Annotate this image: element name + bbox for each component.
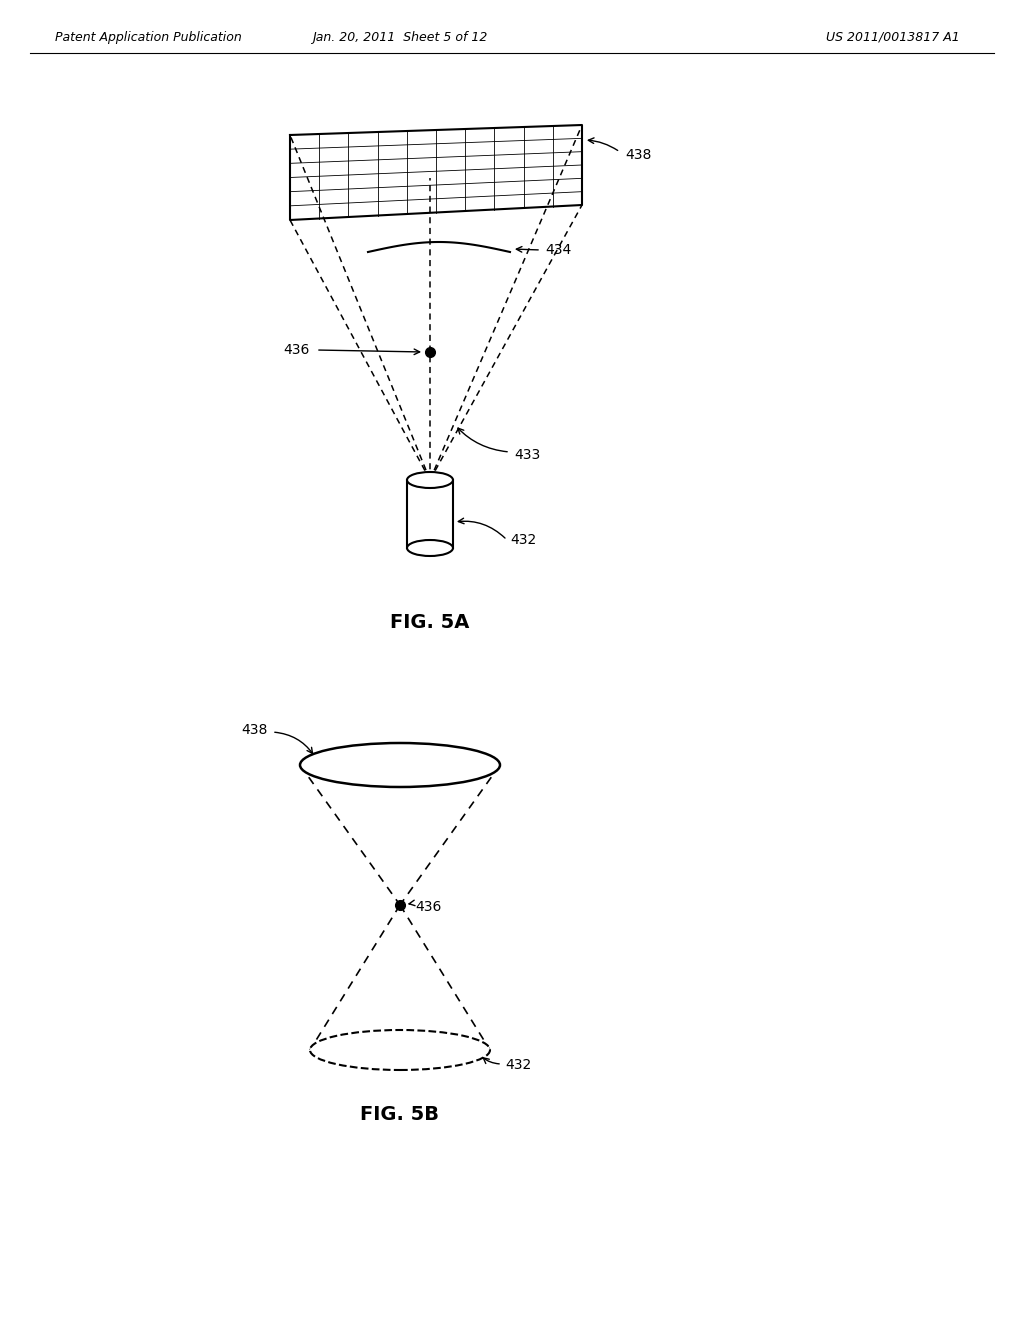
Text: Jan. 20, 2011  Sheet 5 of 12: Jan. 20, 2011 Sheet 5 of 12	[312, 30, 487, 44]
Text: 436: 436	[415, 900, 441, 913]
Text: 433: 433	[514, 447, 541, 462]
Text: US 2011/0013817 A1: US 2011/0013817 A1	[826, 30, 961, 44]
Text: 432: 432	[510, 533, 537, 546]
Ellipse shape	[300, 743, 500, 787]
Text: 438: 438	[625, 148, 651, 162]
Text: 436: 436	[284, 343, 310, 356]
Ellipse shape	[310, 1030, 490, 1071]
Text: Patent Application Publication: Patent Application Publication	[55, 30, 242, 44]
Bar	[407, 480, 453, 548]
Ellipse shape	[407, 473, 453, 488]
Ellipse shape	[407, 540, 453, 556]
Text: 432: 432	[505, 1059, 531, 1072]
Text: 438: 438	[242, 723, 268, 737]
Text: 434: 434	[545, 243, 571, 257]
Text: FIG. 5A: FIG. 5A	[390, 612, 470, 631]
Text: FIG. 5B: FIG. 5B	[360, 1106, 439, 1125]
